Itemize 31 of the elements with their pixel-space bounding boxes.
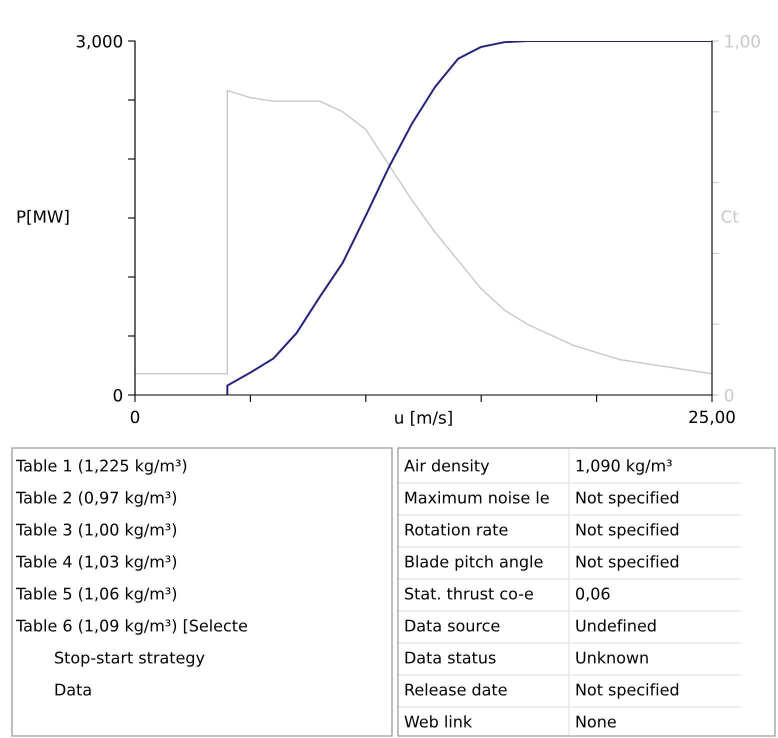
y-tick-label: 3,000 (76, 34, 122, 50)
caption: Table 4 (1,03 kg/m³) (16, 555, 176, 571)
text: Air density (404, 459, 490, 475)
text: Data status (406, 652, 496, 664)
text: Not specified (576, 523, 678, 539)
text: Not specified (576, 683, 678, 699)
text: Blade pitch angle (406, 555, 543, 571)
text: Unknown (576, 651, 648, 664)
caption: Table 1 (1,225 kg/m³) (16, 459, 186, 475)
text: Web link (404, 715, 472, 728)
line-series (135, 90, 712, 374)
text: Not specified (576, 555, 678, 571)
caption: Table 6 (1,09 kg/m³) [Selecte (16, 619, 248, 635)
text: 1,090 kg/m³ (576, 459, 672, 475)
caption: Table 2 (0,97 kg/m³) (16, 491, 176, 507)
text: Maximum noise le (406, 491, 549, 504)
x-tick-label: 25,00 (689, 410, 735, 425)
y-axis-title: P[MW] (18, 210, 68, 225)
text: 0,06 (576, 588, 610, 602)
text: Not specified (576, 491, 678, 507)
text: None (576, 716, 616, 728)
text: Stop-start strategy (55, 652, 204, 667)
text: Release date (406, 683, 507, 696)
text: Data source (406, 620, 500, 632)
text: Data (56, 684, 91, 696)
text: Rotation rate (406, 523, 508, 536)
text: Stat. thrust co-e (405, 587, 533, 600)
text: Undefined (576, 619, 656, 632)
caption: Table 5 (1,06 kg/m³) (16, 587, 176, 603)
caption: Table 3 (1,00 kg/m³) (16, 523, 176, 539)
x-axis-title: u [m/s] (395, 410, 452, 426)
